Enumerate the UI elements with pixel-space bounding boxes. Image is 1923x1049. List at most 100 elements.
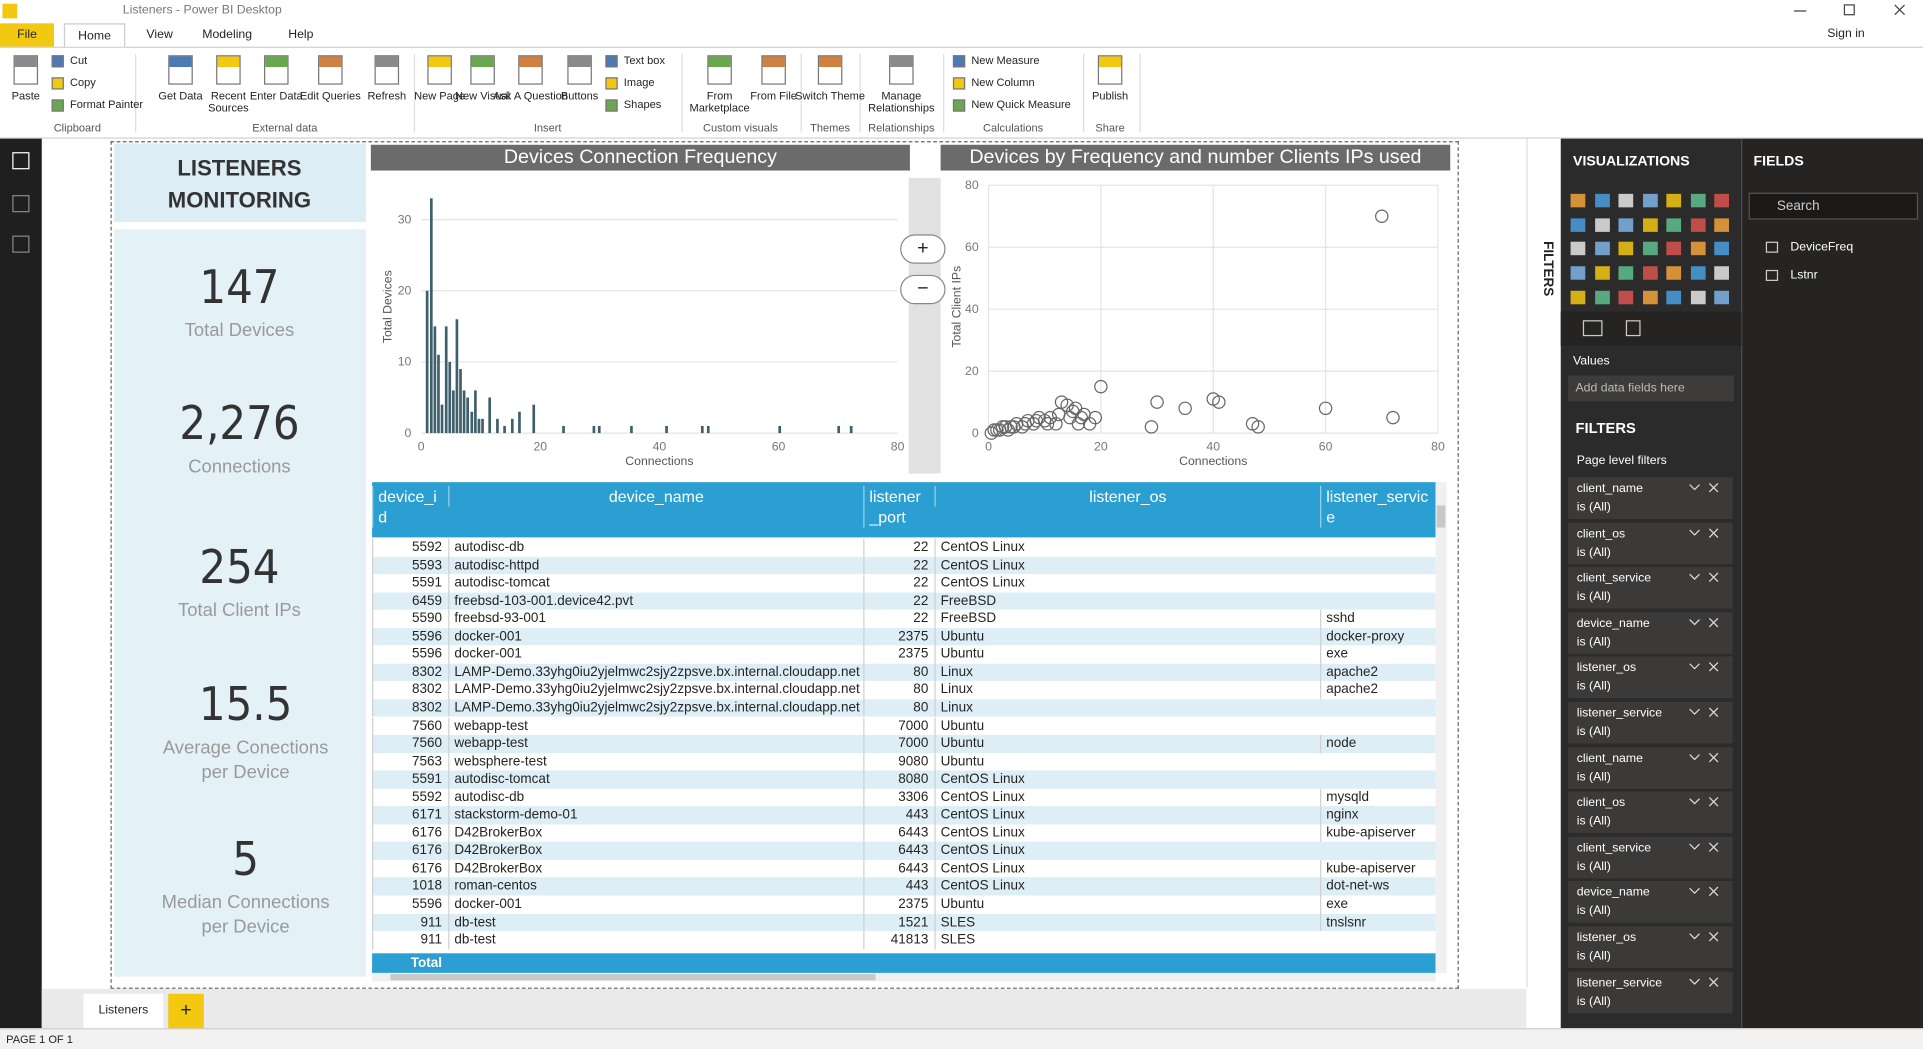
vis-icon[interactable] bbox=[1618, 193, 1634, 208]
column-header[interactable]: listener_port bbox=[863, 485, 934, 528]
vis-icon[interactable] bbox=[1690, 242, 1706, 256]
vis-icon[interactable] bbox=[1666, 218, 1682, 232]
vis-icon[interactable] bbox=[1618, 290, 1634, 305]
ribbon-button[interactable]: New Visual bbox=[455, 89, 511, 102]
vis-icon[interactable] bbox=[1666, 290, 1682, 305]
ribbon-button[interactable]: Edit Queries bbox=[299, 89, 361, 102]
filter-card-actions[interactable] bbox=[1688, 661, 1725, 676]
vis-icon[interactable] bbox=[1714, 193, 1729, 208]
filter-card[interactable]: listener_os is (All) bbox=[1568, 926, 1733, 969]
filter-card[interactable]: device_name is (All) bbox=[1568, 611, 1733, 654]
vis-icon[interactable] bbox=[1642, 193, 1658, 208]
vis-icon[interactable] bbox=[1594, 218, 1610, 232]
vis-icon[interactable] bbox=[1714, 242, 1729, 256]
vis-icon[interactable] bbox=[1594, 290, 1610, 305]
vis-icon[interactable] bbox=[1666, 242, 1682, 256]
vis-tab-format[interactable] bbox=[1625, 320, 1641, 337]
nav-icon[interactable] bbox=[12, 195, 30, 213]
menu-tab[interactable]: File bbox=[0, 23, 55, 47]
h-scrollbar[interactable] bbox=[372, 972, 1436, 982]
vis-icon[interactable] bbox=[1690, 266, 1706, 280]
ribbon-button[interactable]: Enter Data bbox=[249, 89, 303, 102]
vis-icon[interactable] bbox=[1570, 242, 1586, 256]
vis-icon[interactable] bbox=[1570, 193, 1586, 208]
filter-card[interactable]: listener_os is (All) bbox=[1568, 656, 1733, 699]
sign-in[interactable]: Sign in bbox=[1827, 26, 1865, 41]
filter-card-actions[interactable] bbox=[1688, 795, 1725, 810]
vis-icon[interactable] bbox=[1714, 218, 1729, 232]
filter-card[interactable]: client_name is (All) bbox=[1568, 746, 1733, 789]
fields-search[interactable]: Search bbox=[1748, 192, 1919, 220]
filter-card[interactable]: client_os is (All) bbox=[1568, 522, 1733, 564]
ribbon-button[interactable]: New Measure bbox=[971, 53, 1040, 67]
vis-icon[interactable] bbox=[1642, 266, 1658, 280]
field-table[interactable]: DeviceFreq bbox=[1790, 240, 1854, 254]
vis-icon[interactable] bbox=[1642, 242, 1658, 256]
column-header[interactable]: listener_service bbox=[1320, 485, 1435, 528]
filter-card-actions[interactable] bbox=[1688, 930, 1725, 945]
ribbon-button[interactable]: From Marketplace bbox=[689, 89, 750, 115]
ribbon-button[interactable]: New Quick Measure bbox=[971, 98, 1071, 111]
vis-icon[interactable] bbox=[1690, 290, 1706, 305]
filter-card-actions[interactable] bbox=[1688, 526, 1725, 541]
ribbon-button[interactable]: New Column bbox=[971, 76, 1035, 89]
zoom-out[interactable]: − bbox=[900, 274, 946, 305]
nav-icon[interactable] bbox=[12, 152, 30, 170]
vis-icon[interactable] bbox=[1618, 242, 1634, 256]
add-page[interactable]: + bbox=[168, 993, 204, 1029]
ribbon-button[interactable]: Get Data bbox=[158, 89, 203, 102]
h-scroll-thumb[interactable] bbox=[390, 974, 876, 981]
filter-card[interactable]: device_name is (All) bbox=[1568, 881, 1733, 924]
vis-icon[interactable] bbox=[1714, 290, 1729, 305]
vis-icon[interactable] bbox=[1570, 218, 1586, 232]
filter-card[interactable]: client_service is (All) bbox=[1568, 836, 1733, 879]
filter-card-actions[interactable] bbox=[1688, 840, 1725, 855]
column-header[interactable]: listener_os bbox=[934, 485, 1320, 507]
ribbon-button[interactable]: From File bbox=[750, 89, 797, 102]
ribbon-button[interactable]: Refresh bbox=[367, 89, 407, 102]
ribbon-button[interactable]: Format Painter bbox=[69, 98, 144, 111]
ribbon-button[interactable]: Buttons bbox=[560, 89, 599, 102]
vis-icon[interactable] bbox=[1642, 218, 1658, 232]
vis-tab-fields[interactable] bbox=[1582, 320, 1603, 337]
vis-icon[interactable] bbox=[1570, 290, 1586, 305]
column-header[interactable]: device_name bbox=[448, 485, 863, 507]
ribbon-button[interactable]: Image bbox=[623, 76, 655, 89]
filter-card[interactable]: client_service is (All) bbox=[1568, 567, 1733, 609]
menu-tab[interactable]: View bbox=[146, 28, 173, 42]
values-well[interactable]: Add data fields here bbox=[1568, 375, 1734, 402]
field-table[interactable]: Lstnr bbox=[1790, 268, 1818, 283]
filter-card[interactable]: client_os is (All) bbox=[1568, 791, 1733, 834]
vis-icon[interactable] bbox=[1690, 218, 1706, 232]
vis-icon[interactable] bbox=[1594, 266, 1610, 280]
ribbon-button[interactable]: Cut bbox=[69, 53, 88, 67]
v-scroll-thumb[interactable] bbox=[1436, 505, 1446, 528]
vis-icon[interactable] bbox=[1642, 290, 1658, 305]
ribbon-button[interactable]: Manage Relationships bbox=[868, 89, 935, 115]
ribbon-button[interactable]: Paste bbox=[11, 89, 40, 102]
vis-icon[interactable] bbox=[1666, 193, 1682, 208]
menu-tab[interactable]: Help bbox=[288, 28, 314, 42]
ribbon-button[interactable]: Shapes bbox=[623, 98, 662, 111]
vis-icon[interactable] bbox=[1618, 218, 1634, 232]
filter-card[interactable]: listener_service is (All) bbox=[1568, 971, 1733, 1013]
filter-card-actions[interactable] bbox=[1688, 750, 1725, 765]
window-controls[interactable] bbox=[1776, 0, 1923, 23]
ribbon-button[interactable]: Recent Sources bbox=[208, 89, 249, 115]
nav-icon[interactable] bbox=[12, 235, 30, 253]
column-header[interactable]: device_id bbox=[372, 485, 448, 528]
filters-vertical-label[interactable]: FILTERS bbox=[1540, 241, 1556, 297]
menu-tab[interactable]: Home bbox=[63, 23, 126, 47]
filter-card-actions[interactable] bbox=[1688, 885, 1725, 900]
vis-icon[interactable] bbox=[1666, 266, 1682, 280]
vis-icon[interactable] bbox=[1618, 266, 1634, 280]
filter-card-actions[interactable] bbox=[1688, 481, 1725, 496]
vis-icon[interactable] bbox=[1594, 242, 1610, 256]
filter-card[interactable]: listener_service is (All) bbox=[1568, 701, 1733, 744]
ribbon-button[interactable]: Text box bbox=[623, 53, 665, 67]
ribbon-button[interactable]: Ask A Question bbox=[492, 89, 568, 102]
menu-tab[interactable]: Modeling bbox=[202, 28, 253, 42]
vis-icon[interactable] bbox=[1594, 193, 1610, 208]
ribbon-button[interactable]: Copy bbox=[69, 76, 96, 89]
v-scrollbar[interactable] bbox=[1435, 482, 1447, 973]
